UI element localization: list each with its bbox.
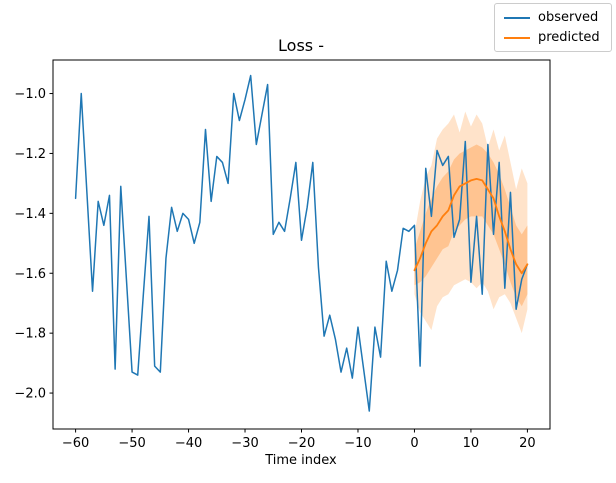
- predicted-band-inner: [414, 144, 528, 307]
- predicted-line-swatch: [504, 36, 530, 39]
- x-tick-label: −60: [62, 436, 89, 451]
- legend-label-observed: observed: [538, 10, 599, 25]
- y-tick-label: −1.4: [14, 207, 46, 222]
- x-tick-label: 0: [410, 436, 418, 451]
- y-tick-label: −1.0: [14, 87, 46, 102]
- legend: observed predicted: [494, 3, 612, 52]
- x-tick-label: −50: [118, 436, 145, 451]
- legend-entry-observed: observed: [504, 9, 603, 26]
- legend-entry-predicted: predicted: [504, 29, 603, 46]
- y-tick-label: −1.6: [14, 267, 46, 282]
- y-tick-label: −1.2: [14, 147, 46, 162]
- chart-title: Loss -: [278, 36, 324, 55]
- x-tick-label: −10: [344, 436, 371, 451]
- x-axis-label: Time index: [264, 453, 337, 468]
- observed-line-swatch: [504, 16, 530, 19]
- x-tick-label: −30: [231, 436, 258, 451]
- axis-ticks: −60 −50 −40 −30 −20 −10 0 10 20 −1.0 −1.2 −1.4 −1.6 −…: [14, 87, 535, 451]
- y-tick-label: −2.0: [14, 387, 46, 402]
- uncertainty-bands: [414, 111, 528, 334]
- observed-line: [74, 74, 529, 412]
- x-tick-label: −20: [288, 436, 315, 451]
- predicted-line: [413, 178, 529, 275]
- x-tick-label: −40: [175, 436, 202, 451]
- series-lines: [74, 74, 529, 412]
- x-tick-label: 10: [463, 436, 480, 451]
- y-tick-label: −1.8: [14, 327, 46, 342]
- x-tick-label: 20: [519, 436, 536, 451]
- legend-label-predicted: predicted: [538, 30, 600, 45]
